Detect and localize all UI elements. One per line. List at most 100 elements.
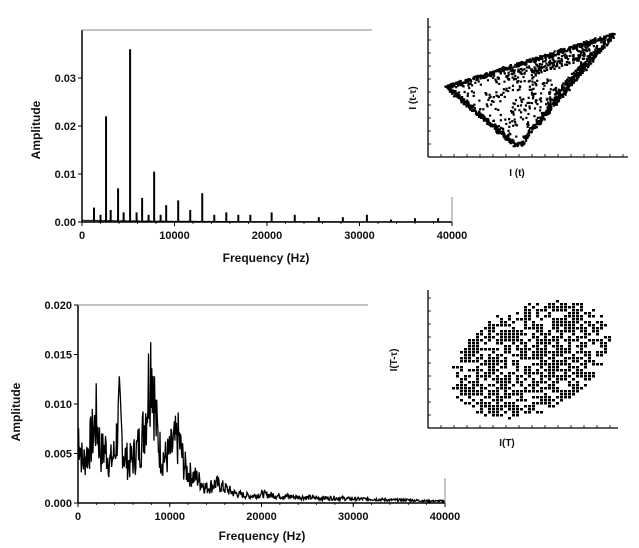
top-attractor-point bbox=[594, 53, 597, 56]
top-attractor-point bbox=[565, 60, 568, 64]
top-attractor-point bbox=[457, 84, 460, 87]
top-attractor-point bbox=[486, 122, 489, 126]
bottom-attractor-point bbox=[504, 321, 507, 324]
top-attractor-point bbox=[552, 52, 555, 55]
top-attractor-point bbox=[533, 71, 536, 74]
bottom-attractor-point bbox=[524, 348, 527, 351]
top-attractor-point bbox=[527, 131, 530, 134]
top-attractor-point bbox=[532, 76, 535, 79]
top-attractor-point bbox=[530, 102, 534, 105]
top-attractor-point bbox=[590, 53, 593, 56]
top-attractor-point bbox=[551, 52, 554, 55]
bottom-attractor-point bbox=[536, 402, 539, 405]
top-attractor-point bbox=[540, 55, 543, 58]
bottom-attractor-point bbox=[500, 381, 503, 384]
top-attractor-point bbox=[550, 83, 553, 86]
bottom-attractor-point bbox=[548, 306, 551, 309]
bottom-attractor-point bbox=[556, 390, 559, 393]
bottom-attractor-point bbox=[548, 351, 551, 354]
top-attractor-point bbox=[564, 80, 567, 83]
top-attractor-point bbox=[453, 82, 456, 85]
bottom-attractor-point bbox=[528, 303, 531, 306]
top-attractor-point bbox=[548, 56, 551, 60]
top-attractor-point bbox=[546, 79, 549, 83]
bottom-attractor-point bbox=[588, 324, 591, 327]
top-attractor-point bbox=[574, 57, 577, 61]
bottom-attractor-point bbox=[564, 372, 567, 375]
top-attractor-point bbox=[545, 109, 548, 112]
bottom-attractor-point bbox=[588, 315, 591, 318]
top-attractor-point bbox=[487, 98, 490, 101]
top-attractor-point bbox=[539, 97, 542, 100]
top-attractor-point bbox=[502, 88, 505, 91]
top-attractor-point bbox=[588, 57, 591, 60]
bottom-attractor-point bbox=[540, 354, 543, 357]
bottom-attractor-point bbox=[576, 312, 579, 315]
top-attractor-point bbox=[518, 142, 521, 145]
top-attractor-point bbox=[448, 86, 451, 90]
bottom-spectrum-ytick-label: 0.015 bbox=[44, 350, 72, 362]
top-attractor-point bbox=[577, 67, 580, 70]
top-attractor-point bbox=[509, 69, 512, 72]
top-attractor-point bbox=[580, 66, 583, 69]
bottom-attractor-point bbox=[508, 333, 511, 336]
top-attractor-point bbox=[519, 116, 522, 119]
bottom-attractor-point bbox=[476, 378, 479, 381]
top-attractor-point bbox=[517, 141, 520, 144]
bottom-attractor-point bbox=[580, 372, 583, 375]
top-attractor-point bbox=[519, 68, 522, 71]
top-attractor-point bbox=[455, 86, 458, 89]
bottom-spectrum-xtick-label: 10000 bbox=[154, 511, 185, 523]
top-attractor-point bbox=[540, 121, 543, 124]
top-attractor-point bbox=[545, 103, 548, 106]
top-attractor-point bbox=[538, 59, 541, 62]
top-attractor-point bbox=[574, 47, 577, 50]
bottom-attractor-point bbox=[476, 372, 479, 375]
bottom-attractor-point bbox=[508, 402, 511, 405]
top-attractor-point bbox=[493, 74, 496, 77]
bottom-attractor-point bbox=[524, 306, 527, 309]
bottom-attractor-point bbox=[460, 378, 463, 381]
bottom-attractor-plot-area bbox=[427, 290, 618, 429]
bottom-attractor-point bbox=[564, 396, 567, 399]
top-attractor-point bbox=[542, 87, 545, 90]
bottom-attractor-point bbox=[488, 357, 491, 360]
top-attractor-point bbox=[490, 103, 493, 106]
top-attractor-point bbox=[521, 141, 524, 144]
bottom-attractor-point bbox=[576, 390, 579, 393]
top-attractor-point bbox=[488, 96, 491, 99]
bottom-attractor-point bbox=[484, 375, 487, 378]
top-attractor-point bbox=[481, 114, 484, 117]
top-attractor-point bbox=[546, 106, 549, 109]
bottom-attractor-point bbox=[604, 345, 607, 348]
bottom-attractor-point bbox=[472, 384, 475, 387]
bottom-attractor-point bbox=[556, 330, 559, 333]
bottom-attractor-point bbox=[520, 408, 523, 411]
bottom-attractor-point bbox=[536, 345, 539, 348]
top-attractor-point bbox=[536, 71, 539, 74]
bottom-attractor-point bbox=[560, 336, 563, 339]
bottom-attractor-point bbox=[552, 339, 555, 342]
top-attractor-point bbox=[545, 98, 548, 101]
top-attractor-point bbox=[535, 120, 538, 123]
top-attractor-point bbox=[599, 36, 602, 39]
bottom-attractor-point bbox=[564, 375, 567, 378]
top-attractor-point bbox=[466, 105, 469, 108]
bottom-attractor-point bbox=[592, 342, 595, 345]
bottom-attractor-point bbox=[512, 333, 515, 336]
bottom-attractor-point bbox=[580, 351, 583, 354]
top-attractor-point bbox=[557, 96, 560, 99]
top-attractor-point bbox=[539, 67, 542, 70]
top-attractor-point bbox=[508, 121, 512, 124]
top-attractor-point bbox=[588, 54, 591, 57]
bottom-attractor-point bbox=[600, 324, 603, 327]
top-attractor-point bbox=[463, 98, 466, 101]
bottom-attractor-point bbox=[552, 372, 555, 375]
bottom-attractor-point bbox=[472, 339, 475, 342]
top-attractor-point bbox=[558, 66, 561, 69]
top-attractor-point bbox=[459, 97, 462, 100]
bottom-attractor-point bbox=[508, 381, 511, 384]
top-attractor-point bbox=[519, 104, 523, 107]
top-attractor-point bbox=[505, 136, 508, 139]
